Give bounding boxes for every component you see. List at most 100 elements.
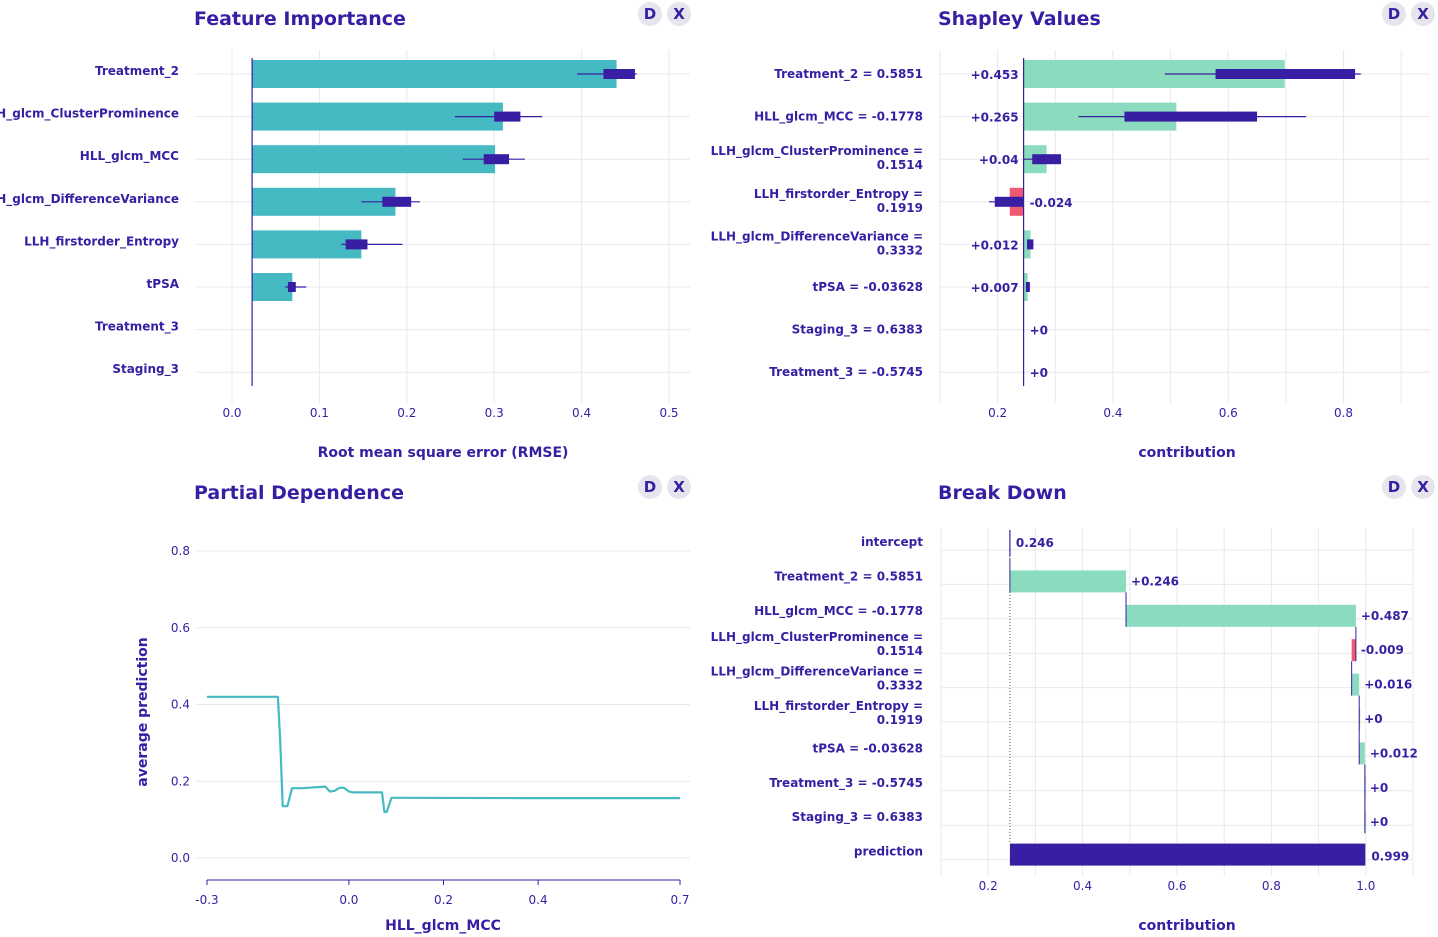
sv-box	[994, 196, 1024, 207]
fi-x-tick-label: 0.4	[572, 406, 591, 420]
feature-importance-title: Feature Importance	[194, 8, 406, 30]
sv-x-tick-label: 0.6	[1219, 406, 1238, 420]
break-down-title: Break Down	[938, 482, 1067, 504]
sv-value-label: +0	[1030, 366, 1048, 380]
sv-d-button-label: D	[1388, 5, 1400, 23]
bd-prediction-bar	[1009, 843, 1366, 866]
sv-x-tick-label: 0.4	[1103, 406, 1122, 420]
sv-box	[1027, 239, 1034, 250]
sv-category-label: tPSA = -0.03628	[812, 280, 923, 294]
fi-bar	[252, 145, 496, 174]
bd-category-label-value: 0.1514	[877, 644, 923, 658]
fi-d-button[interactable]: D	[638, 2, 662, 26]
sv-value-label: +0.012	[971, 238, 1019, 252]
fi-box	[345, 239, 368, 250]
bd-value-label: +0.016	[1364, 678, 1412, 692]
sv-category-label: Treatment_2 = 0.5851	[774, 67, 923, 82]
bd-category-label: LLH_firstorder_Entropy =	[754, 699, 923, 714]
bd-value-label: 0.246	[1016, 536, 1054, 550]
bd-bar	[1126, 604, 1356, 627]
fi-category-label: tPSA	[147, 277, 180, 291]
sv-category-label: Staging_3 = 0.6383	[792, 323, 923, 338]
bd-value-label: 0.999	[1371, 850, 1409, 864]
bd-x-tick-label: 1.0	[1356, 879, 1375, 893]
pd-y-tick-label: 0.2	[171, 774, 190, 788]
fi-x-tick-label: 0.2	[397, 406, 416, 420]
fi-box	[494, 111, 521, 122]
fi-category-label: Treatment_2	[95, 64, 179, 79]
bd-value-label: -0.009	[1361, 643, 1404, 657]
bd-x-tick-label: 0.4	[1073, 879, 1092, 893]
shapley-values-title: Shapley Values	[938, 8, 1101, 30]
sv-category-label-value: 0.1919	[877, 201, 923, 215]
bd-value-label: +0.246	[1131, 574, 1179, 588]
sv-x-button-label: X	[1417, 5, 1429, 23]
fi-d-button-label: D	[644, 5, 656, 23]
bd-value-label: +0	[1370, 815, 1388, 829]
break-down-panel: Break Down D X 0.2 0.4 0.6 0.8 1.0 intercept 0…	[711, 475, 1435, 934]
partial-dependence-panel: Partial Dependence D X 0.0 0.2 0.4 0.6 0.8 -0…	[135, 475, 691, 934]
pd-y-tick-label: 0.8	[171, 544, 190, 558]
bd-value-label: +0	[1364, 712, 1382, 726]
fi-x-tick-label: 0.3	[485, 406, 504, 420]
sv-value-label: -0.024	[1030, 196, 1073, 210]
sv-value-label: +0.007	[971, 281, 1019, 295]
sv-value-label: +0.453	[971, 68, 1019, 82]
bd-category-label: Staging_3 = 0.6383	[792, 810, 923, 825]
bd-x-axis-title: contribution	[1138, 918, 1235, 934]
bd-bar	[1351, 639, 1356, 662]
pd-x-tick-label: -0.3	[195, 893, 218, 907]
bd-category-label: LLH_glcm_DifferenceVariance =	[711, 665, 923, 680]
pd-y-tick-label: 0.6	[171, 621, 190, 635]
fi-x-tick-label: 0.1	[310, 406, 329, 420]
bd-x-button[interactable]: X	[1411, 475, 1435, 499]
sv-box	[1025, 282, 1030, 292]
bd-x-tick-label: 0.2	[979, 879, 998, 893]
bd-value-label: +0	[1370, 781, 1388, 795]
sv-box	[1124, 111, 1258, 122]
pd-series-line	[207, 695, 680, 814]
fi-category-label: Treatment_3	[95, 320, 179, 335]
bd-x-button-label: X	[1417, 478, 1429, 496]
sv-x-button[interactable]: X	[1411, 2, 1435, 26]
bd-category-label: intercept	[861, 535, 923, 549]
sv-x-tick-label: 0.2	[988, 406, 1007, 420]
pd-y-tick-label: 0.4	[171, 698, 190, 712]
pd-y-tick-label: 0.0	[171, 851, 190, 865]
sv-value-label: +0	[1030, 324, 1048, 338]
bd-category-label: LLH_glcm_ClusterProminence =	[711, 630, 923, 645]
fi-category-label: Staging_3	[112, 362, 179, 377]
pd-x-tick-label: 0.2	[434, 893, 453, 907]
bd-value-label: +0.012	[1370, 746, 1418, 760]
fi-box	[483, 154, 510, 165]
sv-category-label: Treatment_3 = -0.5745	[769, 365, 923, 380]
sv-box	[1215, 69, 1356, 79]
fi-x-tick-label: 0.0	[222, 406, 241, 420]
fi-box	[603, 69, 635, 79]
bd-bar	[1351, 673, 1360, 696]
pd-x-axis-title: HLL_glcm_MCC	[385, 918, 501, 934]
pd-x-button[interactable]: X	[667, 475, 691, 499]
fi-category-label: LLH_glcm_ClusterProminence	[0, 107, 179, 122]
fi-x-button[interactable]: X	[667, 2, 691, 26]
pd-d-button[interactable]: D	[638, 475, 662, 499]
sv-category-label: HLL_glcm_MCC = -0.1778	[754, 110, 923, 125]
bd-category-label: tPSA = -0.03628	[812, 741, 923, 755]
shapley-values-panel: Shapley Values D X 0.2 0.4 0.6 0.8 Treatment…	[711, 2, 1435, 461]
sv-value-label: +0.265	[971, 111, 1019, 125]
sv-x-tick-label: 0.8	[1334, 406, 1353, 420]
pd-x-tick-label: 0.0	[339, 893, 358, 907]
bd-category-label-value: 0.1919	[877, 713, 923, 727]
feature-importance-panel: Feature Importance D X 0.0 0.1 0.2 0.3 0.4 0.…	[0, 2, 691, 461]
fi-x-button-label: X	[673, 5, 685, 23]
sv-category-label: LLH_glcm_ClusterProminence =	[711, 144, 923, 159]
bd-category-label-value: 0.3332	[877, 679, 923, 693]
sv-d-button[interactable]: D	[1382, 2, 1406, 26]
bd-category-label: Treatment_3 = -0.5745	[769, 776, 923, 791]
bd-bar	[1359, 742, 1365, 765]
sv-category-label: LLH_firstorder_Entropy =	[754, 187, 923, 202]
bd-d-button[interactable]: D	[1382, 475, 1406, 499]
bd-d-button-label: D	[1388, 478, 1400, 496]
sv-value-label: +0.04	[979, 153, 1019, 167]
